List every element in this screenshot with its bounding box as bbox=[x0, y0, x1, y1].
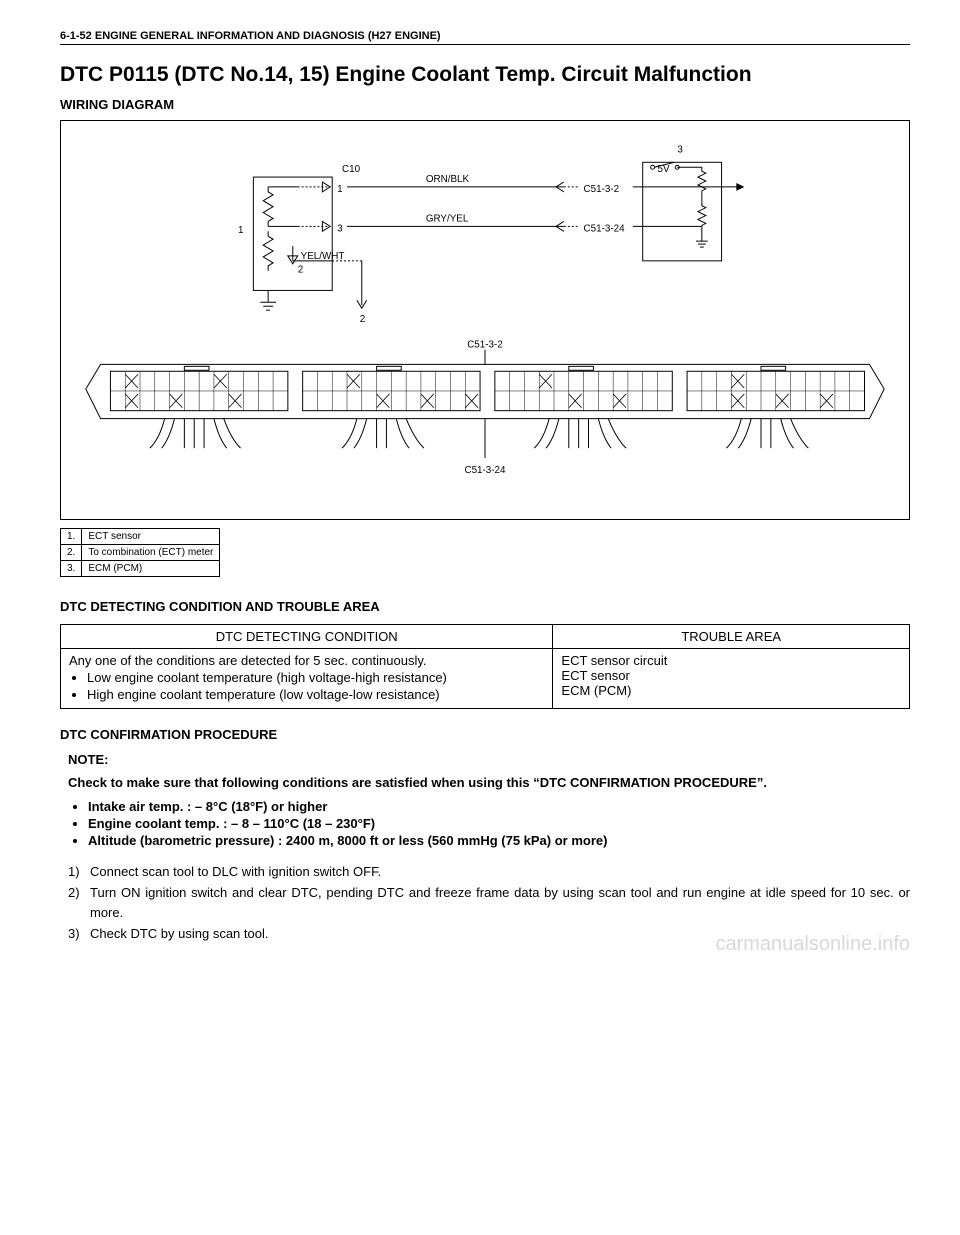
c51-3-2-label: C51-3-2 bbox=[584, 184, 620, 195]
legend-1-num: 1. bbox=[61, 529, 82, 545]
note-b3: Altitude (barometric pressure) : 2400 m,… bbox=[88, 833, 910, 848]
label-3: 3 bbox=[677, 144, 683, 155]
ect-sensor-block: 1 1 3 C10 YEL/WHT 2 2 bbox=[238, 164, 367, 325]
legend-3-text: ECM (PCM) bbox=[82, 561, 220, 577]
note-b1: Intake air temp. : – 8°C (18°F) or highe… bbox=[88, 799, 910, 814]
note-list: Intake air temp. : – 8°C (18°F) or highe… bbox=[60, 799, 910, 848]
note-title: NOTE: bbox=[68, 752, 910, 767]
legend-2-text: To combination (ECT) meter bbox=[82, 545, 220, 561]
pin-2b: 2 bbox=[360, 314, 365, 325]
section-dtc-title: DTC DETECTING CONDITION AND TROUBLE AREA bbox=[60, 599, 910, 614]
legend-2-num: 2. bbox=[61, 545, 82, 561]
dtc-trouble-l3: ECM (PCM) bbox=[561, 683, 901, 698]
dtc-header-condition: DTC DETECTING CONDITION bbox=[61, 625, 553, 649]
proc-1-text: Connect scan tool to DLC with ignition s… bbox=[90, 862, 381, 882]
section-confirm-title: DTC CONFIRMATION PROCEDURE bbox=[60, 727, 910, 742]
gryyel-label: GRY/YEL bbox=[426, 213, 469, 224]
connector-block: C51-3-2 bbox=[86, 340, 884, 476]
dtc-cond-b2: High engine coolant temperature (low vol… bbox=[87, 687, 544, 702]
dtc-table: DTC DETECTING CONDITION TROUBLE AREA Any… bbox=[60, 624, 910, 709]
pin-3: 3 bbox=[337, 223, 343, 234]
c51-3-24-label: C51-3-24 bbox=[584, 223, 626, 234]
proc-1-num: 1) bbox=[68, 862, 90, 882]
dtc-cond-b1: Low engine coolant temperature (high vol… bbox=[87, 670, 544, 685]
proc-3-text: Check DTC by using scan tool. bbox=[90, 924, 268, 944]
dtc-condition-cell: Any one of the conditions are detected f… bbox=[61, 649, 553, 709]
legend-table: 1.ECT sensor 2.To combination (ECT) mete… bbox=[60, 528, 220, 577]
dtc-trouble-l1: ECT sensor circuit bbox=[561, 653, 901, 668]
wiring-subtitle: WIRING DIAGRAM bbox=[60, 97, 910, 112]
label-1: 1 bbox=[238, 225, 243, 236]
proc-2-text: Turn ON ignition switch and clear DTC, p… bbox=[90, 883, 910, 922]
ornblk-label: ORN/BLK bbox=[426, 174, 470, 185]
dtc-cond-intro: Any one of the conditions are detected f… bbox=[69, 653, 426, 668]
dtc-trouble-l2: ECT sensor bbox=[561, 668, 901, 683]
proc-2-num: 2) bbox=[68, 883, 90, 922]
legend-1-text: ECT sensor bbox=[82, 529, 220, 545]
pin-2a: 2 bbox=[298, 265, 303, 276]
c10-label: C10 bbox=[342, 164, 361, 175]
pin-1: 1 bbox=[337, 184, 342, 195]
proc-3-num: 3) bbox=[68, 924, 90, 944]
conn-top-label: C51-3-2 bbox=[467, 340, 503, 351]
yelwht-label: YEL/WHT bbox=[301, 251, 345, 262]
page-title: DTC P0115 (DTC No.14, 15) Engine Coolant… bbox=[60, 63, 910, 87]
wiring-diagram: 1 1 3 C10 YEL/WHT 2 2 ORN/BLK bbox=[60, 120, 910, 520]
dtc-trouble-cell: ECT sensor circuit ECT sensor ECM (PCM) bbox=[553, 649, 910, 709]
wiring-svg: 1 1 3 C10 YEL/WHT 2 2 ORN/BLK bbox=[71, 131, 899, 509]
page-header: 6-1-52 ENGINE GENERAL INFORMATION AND DI… bbox=[60, 30, 910, 45]
dtc-header-trouble: TROUBLE AREA bbox=[553, 625, 910, 649]
note-b2: Engine coolant temp. : – 8 – 110°C (18 –… bbox=[88, 816, 910, 831]
note-body: Check to make sure that following condit… bbox=[68, 773, 910, 793]
procedure-list: 1)Connect scan tool to DLC with ignition… bbox=[60, 862, 910, 944]
conn-bot-label: C51-3-24 bbox=[464, 465, 506, 476]
legend-3-num: 3. bbox=[61, 561, 82, 577]
